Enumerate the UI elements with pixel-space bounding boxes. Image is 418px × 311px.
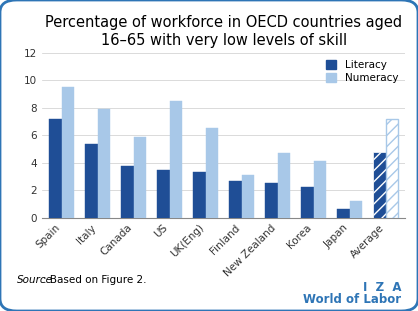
- Text: : Based on Figure 2.: : Based on Figure 2.: [43, 275, 146, 285]
- Bar: [121, 165, 134, 218]
- Text: World of Labor: World of Labor: [303, 293, 401, 306]
- Bar: [278, 153, 290, 218]
- Bar: [373, 152, 386, 218]
- Bar: [337, 210, 349, 218]
- Title: Percentage of workforce in OECD countries aged
16–65 with very low levels of ski: Percentage of workforce in OECD countrie…: [45, 15, 402, 48]
- Bar: [61, 87, 74, 218]
- Bar: [229, 181, 242, 218]
- Legend: Literacy, Numeracy: Literacy, Numeracy: [324, 58, 400, 86]
- Bar: [85, 144, 98, 218]
- Bar: [314, 161, 326, 218]
- Text: Source: Source: [17, 275, 53, 285]
- Bar: [98, 109, 110, 218]
- Bar: [170, 101, 182, 218]
- Bar: [157, 169, 170, 218]
- Bar: [301, 188, 314, 218]
- Bar: [49, 119, 61, 218]
- Bar: [206, 128, 218, 218]
- Bar: [193, 172, 206, 218]
- Bar: [265, 183, 278, 218]
- Bar: [242, 175, 254, 218]
- Bar: [386, 119, 398, 218]
- Bar: [134, 137, 146, 218]
- Text: I  Z  A: I Z A: [363, 281, 401, 294]
- Bar: [349, 201, 362, 218]
